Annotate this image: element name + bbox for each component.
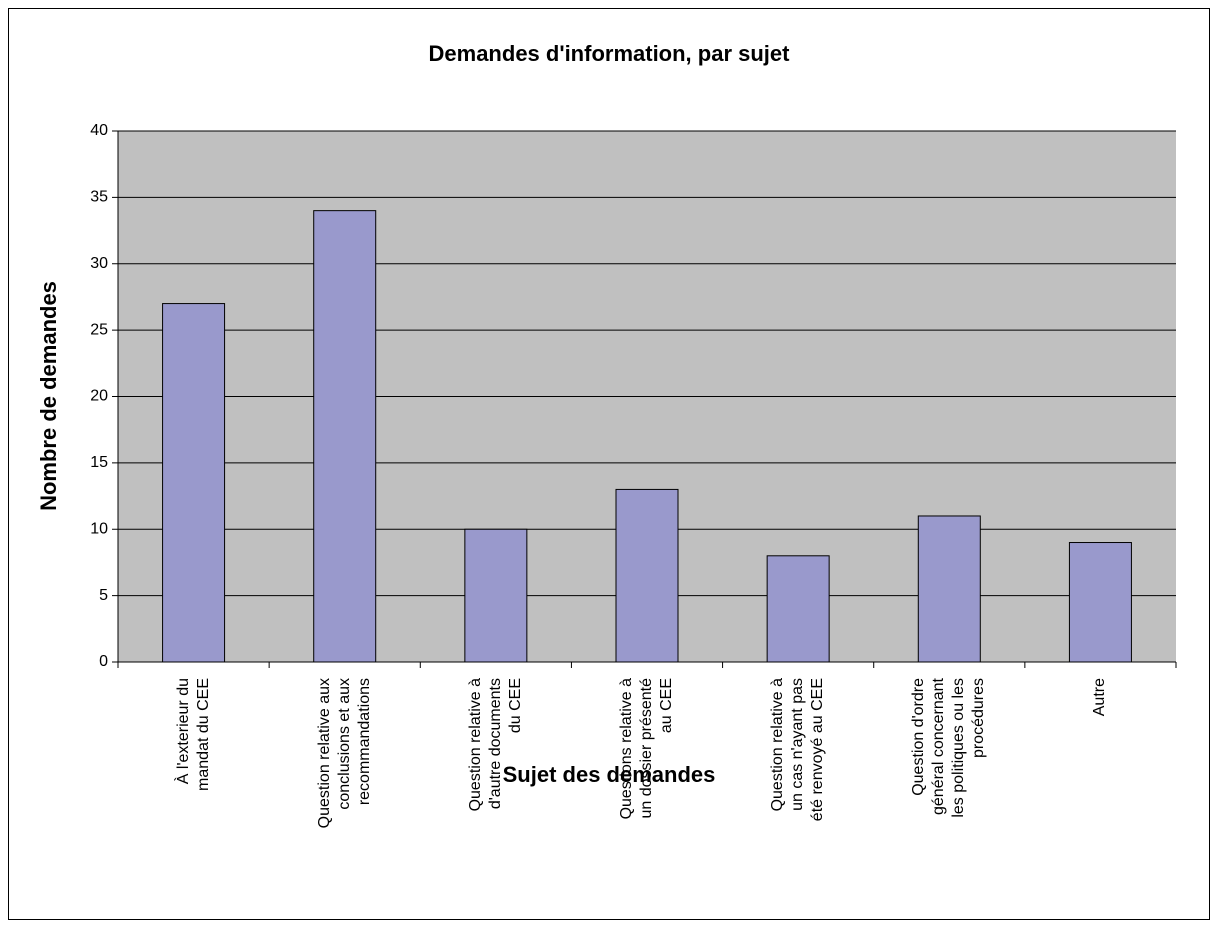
y-tick-label: 25 xyxy=(90,321,108,338)
bar xyxy=(615,488,679,663)
bar xyxy=(917,515,981,663)
x-tick-label: Question relative aux conclusions et aux… xyxy=(315,678,373,829)
x-tick-label: Question relative à d'autre documents du… xyxy=(466,678,524,812)
x-tick-label: Question relative à un cas n'ayant pas é… xyxy=(769,678,827,822)
y-axis-label: Nombre de demandes xyxy=(36,281,61,511)
y-tick-label: 40 xyxy=(90,122,108,139)
bar xyxy=(1068,542,1132,663)
x-tick-label: Question d'ordre général concernant les … xyxy=(910,678,988,818)
y-tick-label: 35 xyxy=(90,189,108,206)
y-tick-label: 15 xyxy=(90,454,108,471)
y-tick-label: 20 xyxy=(90,388,108,405)
x-tick-label: Questions relative à un dossier présenté… xyxy=(618,678,675,820)
x-axis-label: Sujet des demandes xyxy=(503,762,716,787)
y-tick-label: 0 xyxy=(99,653,108,670)
bar xyxy=(162,303,226,663)
y-tick-label: 30 xyxy=(90,255,108,272)
y-tick-label: 5 xyxy=(99,587,108,604)
x-tick-label: Autre xyxy=(1091,678,1109,717)
bar xyxy=(464,528,528,663)
bar xyxy=(766,555,830,663)
bar xyxy=(313,210,377,663)
x-tick-label: À l'exterieur du mandat du CEE xyxy=(174,678,212,791)
y-tick-label: 10 xyxy=(90,520,108,537)
chart-title: Demandes d'information, par sujet xyxy=(429,41,791,66)
